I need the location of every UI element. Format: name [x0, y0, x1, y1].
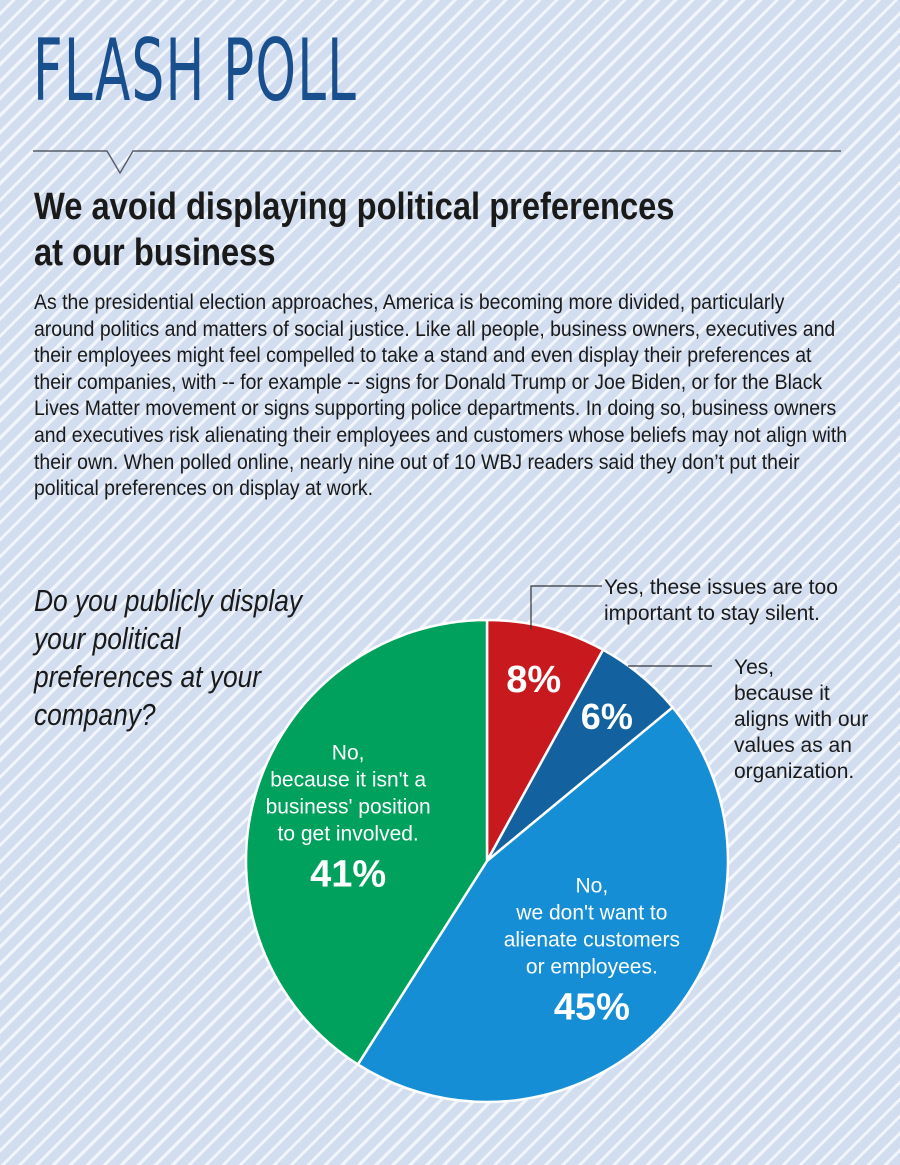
header-rule	[33, 150, 841, 175]
pie-slice	[244, 618, 489, 1066]
slice-percent: 8%	[506, 659, 561, 701]
slice-percent: 45%	[554, 986, 630, 1028]
intro-paragraph: As the presidential election approaches,…	[34, 291, 848, 501]
masthead-title: FLASH POLL	[33, 21, 358, 121]
leader-line	[530, 585, 602, 629]
slice-percent: 41%	[310, 854, 386, 896]
pie-slice	[485, 618, 605, 863]
slice-label: Yes, because it aligns with our values as a…	[734, 656, 868, 783]
headline: We avoid displaying political preference…	[34, 186, 675, 274]
slice-label: Yes, these issues are too important to st…	[604, 576, 838, 625]
slice-percent: 6%	[581, 696, 633, 737]
slice-label: No, because it isn't a business' position t…	[266, 742, 431, 846]
pie-slice	[356, 706, 730, 1104]
slice-label: No, we don't want to alienate customers or …	[504, 874, 680, 978]
poll-question: Do you publicly display your political p…	[34, 583, 303, 732]
